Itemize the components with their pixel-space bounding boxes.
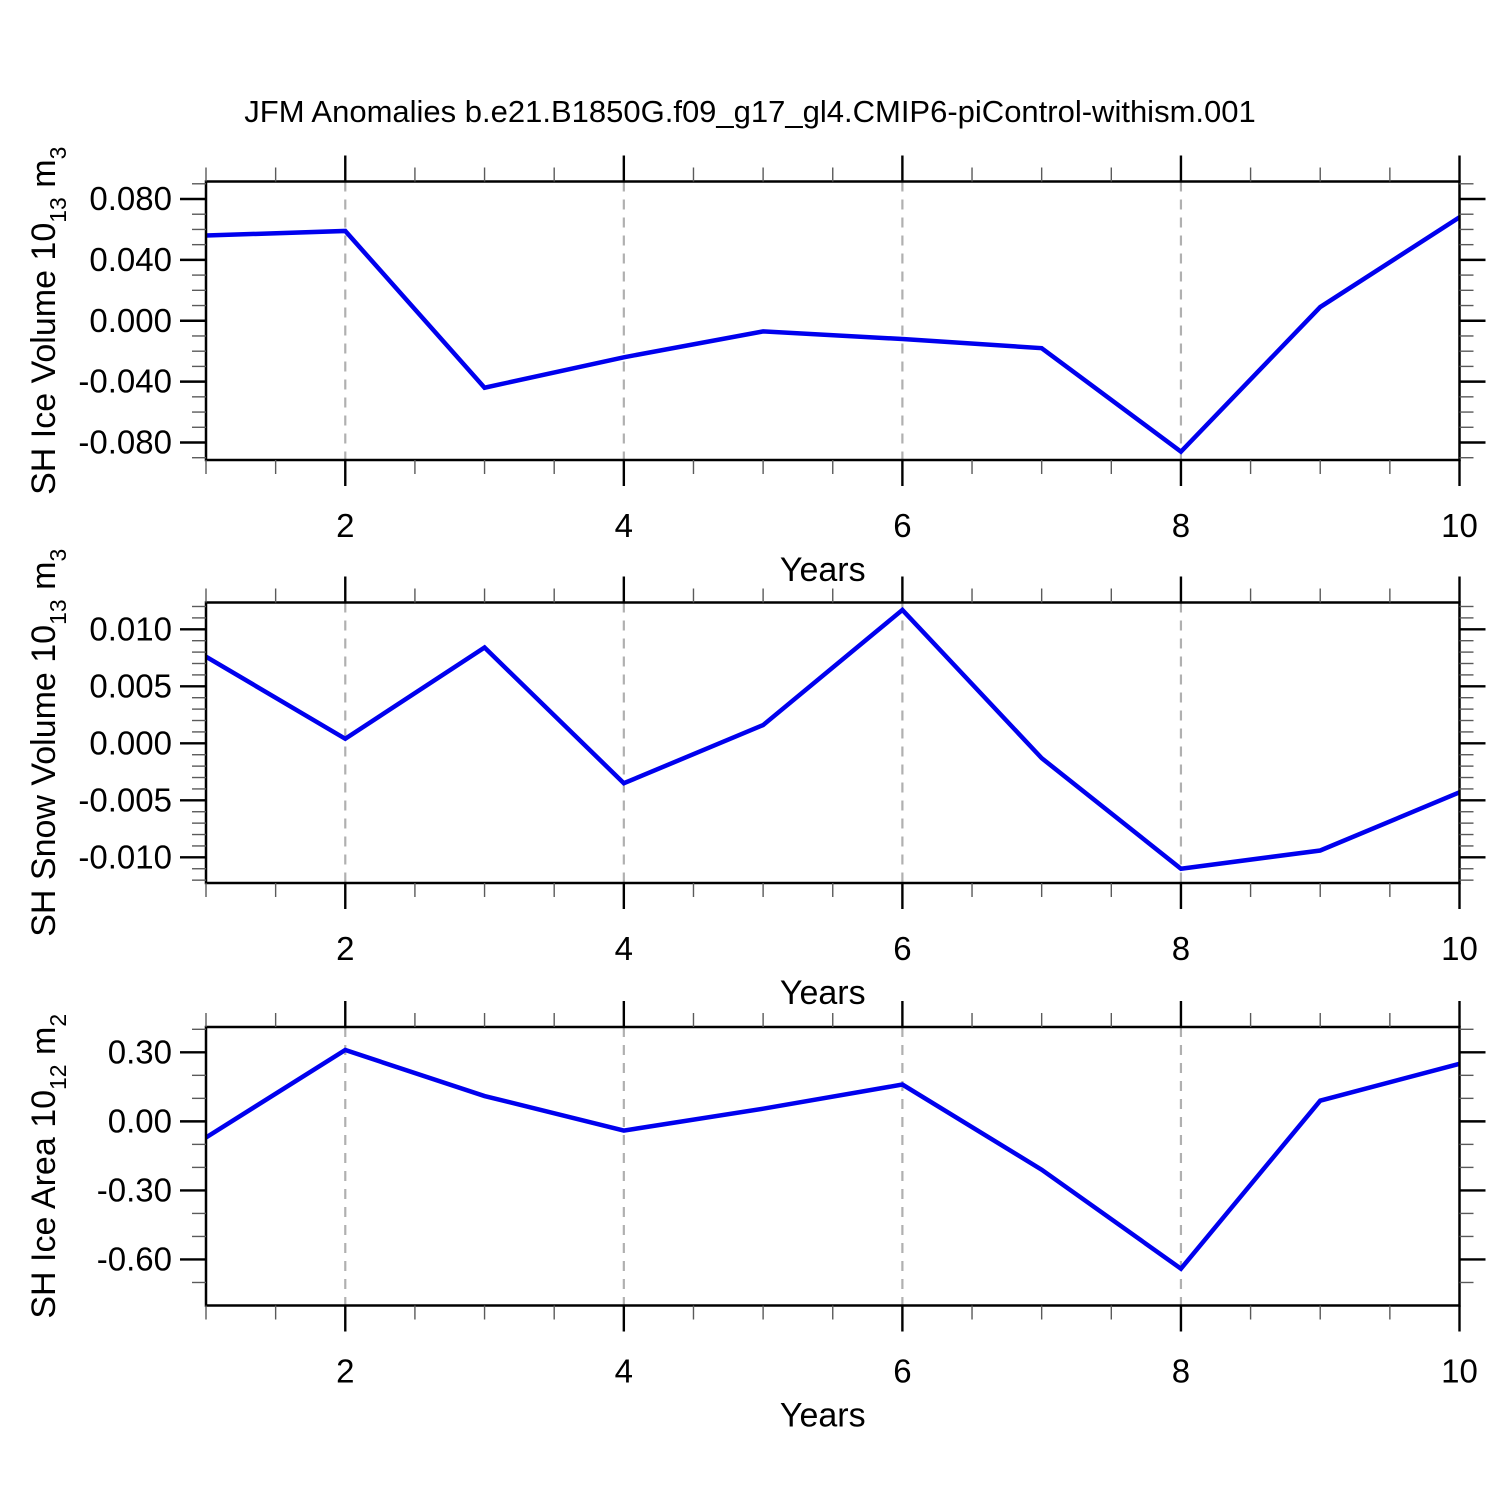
y-axis-title: SH Ice Volume 1013 m3 xyxy=(25,147,71,495)
y-tick-label: 0.040 xyxy=(89,241,172,278)
panel-ice-volume: 2 4 6 8 10 0.080 0.040 0.000 -0.040 -0.080 Years SH… xyxy=(25,147,1486,589)
x-tick-label: 8 xyxy=(1172,930,1190,967)
x-tick-label: 10 xyxy=(1441,507,1478,544)
y-tick-label: 0.000 xyxy=(89,302,172,339)
y-axis-title-part: 3 xyxy=(45,147,71,160)
x-tick-label: 2 xyxy=(336,1353,354,1390)
y-tick-label: -0.005 xyxy=(78,781,172,818)
y-tick-label: 0.000 xyxy=(89,724,172,761)
x-axis-title: Years xyxy=(780,551,866,589)
y-axis-title: SH Snow Volume 1013 m3 xyxy=(25,549,71,937)
x-tick-label: 10 xyxy=(1441,1353,1478,1390)
y-axis-title: SH Ice Area 1012 m2 xyxy=(25,1014,71,1319)
x-tick-label: 6 xyxy=(893,1353,911,1390)
y-axis-title-part: 2 xyxy=(45,1014,71,1027)
y-axis-title-part: 3 xyxy=(45,549,71,562)
x-tick-label: 4 xyxy=(615,507,633,544)
y-tick-label: 0.005 xyxy=(89,667,172,704)
x-tick-label: 10 xyxy=(1441,930,1478,967)
y-tick-label: 0.30 xyxy=(108,1033,172,1070)
y-axis-title-part: m xyxy=(25,562,63,600)
y-axis-title-part: 12 xyxy=(45,1064,71,1090)
x-axis-title: Years xyxy=(780,1397,866,1435)
y-axis-title-part: 13 xyxy=(45,197,71,223)
y-tick-label: 0.00 xyxy=(108,1102,172,1139)
y-axis-title-part: SH Ice Area 10 xyxy=(25,1090,63,1319)
panel-ice-area: 2 4 6 8 10 0.30 0.00 -0.30 -0.60 Years SH Ice Area… xyxy=(25,1001,1486,1435)
x-tick-label: 2 xyxy=(336,507,354,544)
x-tick-label: 4 xyxy=(615,1353,633,1390)
y-tick-label: -0.60 xyxy=(97,1240,172,1277)
y-axis-title-part: m xyxy=(25,159,63,197)
y-tick-label: -0.010 xyxy=(78,838,172,875)
y-axis-title-part: m xyxy=(25,1027,63,1065)
data-line-ice-area xyxy=(204,1047,1461,1272)
y-tick-label: 0.080 xyxy=(89,180,172,217)
x-tick-label: 4 xyxy=(615,930,633,967)
y-axis-title-part: 13 xyxy=(45,599,71,625)
x-tick-label: 8 xyxy=(1172,1353,1190,1390)
panels-group: 2 4 6 8 10 0.080 0.040 0.000 -0.040 -0.080 Years SH… xyxy=(25,147,1486,1435)
x-tick-label: 8 xyxy=(1172,507,1190,544)
y-tick-label: -0.080 xyxy=(78,423,172,460)
x-tick-label: 6 xyxy=(893,930,911,967)
panel-snow-volume: 2 4 6 8 10 0.010 0.005 0.000 -0.005 -0.010 Years SH… xyxy=(25,549,1486,1012)
x-axis-title: Years xyxy=(780,974,866,1012)
y-tick-label: -0.040 xyxy=(78,363,172,400)
data-line-snow-volume xyxy=(204,606,1461,872)
x-tick-label: 2 xyxy=(336,930,354,967)
x-tick-label: 6 xyxy=(893,507,911,544)
data-line-ice-volume xyxy=(205,215,1461,455)
y-axis-title-part: SH Snow Volume 10 xyxy=(25,625,63,937)
figure-title: JFM Anomalies b.e21.B1850G.f09_g17_gl4.C… xyxy=(244,94,1255,129)
y-tick-label: -0.30 xyxy=(97,1171,172,1208)
y-axis-title-part: SH Ice Volume 10 xyxy=(25,223,63,495)
y-tick-label: 0.010 xyxy=(89,610,172,647)
